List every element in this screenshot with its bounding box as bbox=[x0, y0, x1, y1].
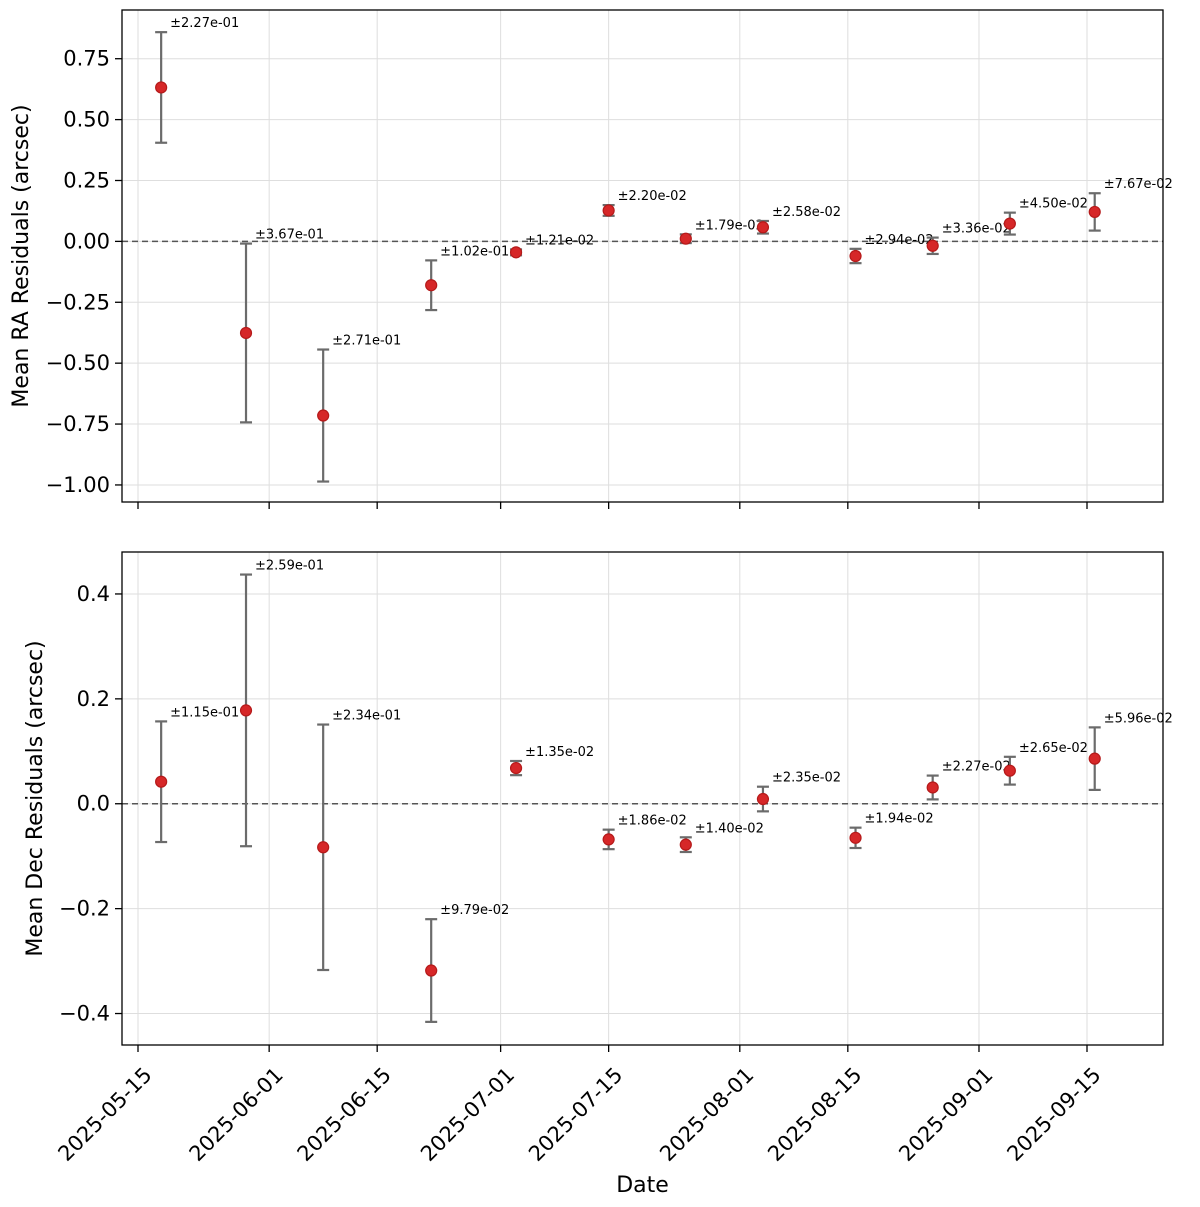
data-point bbox=[756, 792, 770, 806]
error-value-label: ±2.34e-01 bbox=[332, 709, 401, 724]
data-point bbox=[509, 246, 523, 259]
y-tick-label: 0.2 bbox=[77, 687, 110, 711]
error-value-label: ±2.58e-02 bbox=[772, 205, 841, 220]
error-value-label: ±1.02e-01 bbox=[440, 244, 509, 259]
error-value-label: ±1.35e-02 bbox=[525, 745, 594, 760]
data-point bbox=[1003, 764, 1016, 777]
error-value-label: ±2.27e-01 bbox=[170, 16, 239, 31]
error-value-label: ±1.94e-02 bbox=[865, 812, 934, 827]
y-tick-label: −0.2 bbox=[59, 897, 110, 921]
x-tick-label: 2025-05-15 bbox=[53, 1063, 156, 1166]
error-value-label: ±7.67e-02 bbox=[1104, 177, 1173, 192]
data-point bbox=[425, 964, 438, 977]
data-point bbox=[1088, 752, 1101, 765]
error-value-label: ±1.40e-02 bbox=[695, 821, 764, 836]
y-axis-label: Mean Dec Residuals (arcsec) bbox=[23, 640, 48, 956]
data-point bbox=[849, 831, 862, 844]
x-tick-label: 2025-08-01 bbox=[655, 1063, 758, 1166]
plot-frame bbox=[121, 9, 1164, 503]
error-value-label: ±2.94e-02 bbox=[865, 233, 934, 248]
x-tick-label: 2025-08-15 bbox=[763, 1063, 866, 1166]
y-tick-label: −0.4 bbox=[59, 1002, 110, 1026]
data-point bbox=[317, 841, 330, 854]
y-tick-label: 0.25 bbox=[63, 168, 110, 192]
error-value-label: ±2.35e-02 bbox=[772, 771, 841, 786]
error-value-label: ±9.79e-02 bbox=[440, 903, 509, 918]
error-value-label: ±4.50e-02 bbox=[1019, 197, 1088, 212]
data-point bbox=[926, 239, 939, 252]
data-point bbox=[679, 838, 692, 851]
y-tick-label: −0.50 bbox=[46, 351, 110, 375]
error-value-label: ±2.20e-02 bbox=[618, 189, 687, 204]
data-point bbox=[1003, 217, 1016, 230]
y-tick-label: 0.75 bbox=[63, 47, 110, 71]
data-point bbox=[849, 249, 862, 263]
x-tick-label: 2025-07-01 bbox=[416, 1063, 519, 1166]
x-tick-label: 2025-09-01 bbox=[894, 1063, 997, 1166]
error-value-label: ±1.21e-02 bbox=[525, 233, 594, 248]
data-point bbox=[602, 833, 615, 846]
error-value-label: ±2.65e-02 bbox=[1019, 741, 1088, 756]
data-point bbox=[602, 204, 615, 217]
data-point bbox=[317, 409, 330, 422]
error-value-label: ±1.79e-02 bbox=[695, 218, 764, 233]
y-tick-label: −0.25 bbox=[46, 290, 110, 314]
data-point bbox=[239, 704, 253, 717]
error-value-label: ±2.59e-01 bbox=[255, 559, 324, 574]
data-point bbox=[239, 326, 253, 340]
error-value-label: ±3.36e-02 bbox=[942, 222, 1011, 237]
x-tick-label: 2025-09-15 bbox=[1002, 1063, 1105, 1166]
y-tick-label: −1.00 bbox=[46, 473, 110, 497]
error-value-label: ±2.71e-01 bbox=[332, 334, 401, 349]
y-tick-label: 0.50 bbox=[63, 108, 110, 132]
error-value-label: ±2.27e-02 bbox=[942, 760, 1011, 775]
y-tick-label: 0.0 bbox=[77, 792, 110, 816]
data-point bbox=[926, 781, 939, 794]
y-tick-label: 0.4 bbox=[77, 582, 110, 606]
data-point bbox=[756, 221, 770, 234]
x-axis-label: Date bbox=[616, 1173, 669, 1198]
data-point bbox=[679, 232, 692, 245]
data-point bbox=[155, 775, 168, 788]
y-tick-label: −0.75 bbox=[46, 412, 110, 436]
y-tick-label: 0.00 bbox=[63, 229, 110, 253]
x-tick-label: 2025-06-15 bbox=[293, 1063, 396, 1166]
y-axis-label: Mean RA Residuals (arcsec) bbox=[9, 104, 34, 407]
error-value-label: ±1.86e-02 bbox=[618, 814, 687, 829]
data-point bbox=[425, 279, 438, 292]
error-value-label: ±5.96e-02 bbox=[1104, 711, 1173, 726]
error-value-label: ±1.15e-01 bbox=[170, 705, 239, 720]
data-point bbox=[1088, 205, 1101, 219]
x-tick-label: 2025-07-15 bbox=[524, 1063, 627, 1166]
data-point bbox=[509, 761, 523, 775]
plot-frame bbox=[121, 551, 1164, 1046]
x-tick-label: 2025-06-01 bbox=[185, 1063, 288, 1166]
data-point bbox=[155, 81, 168, 94]
error-value-label: ±3.67e-01 bbox=[255, 228, 324, 243]
ra-panel: 0.75 0.50 0.25 0.00 −0.25 −0.50 −0.75 −1.00 Mean… bbox=[9, 9, 1173, 509]
